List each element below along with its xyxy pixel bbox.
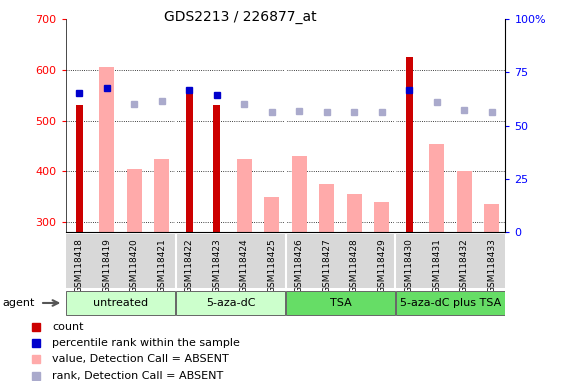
- FancyBboxPatch shape: [66, 291, 175, 315]
- Text: agent: agent: [3, 298, 35, 308]
- Text: GSM118420: GSM118420: [130, 238, 139, 293]
- Bar: [99, 68, 114, 232]
- Text: GSM118431: GSM118431: [432, 238, 441, 293]
- Text: GSM118426: GSM118426: [295, 238, 304, 293]
- Text: GSM118421: GSM118421: [158, 238, 166, 293]
- Bar: [319, 184, 334, 232]
- FancyBboxPatch shape: [396, 291, 505, 315]
- Text: GSM118424: GSM118424: [240, 238, 249, 293]
- Bar: [292, 156, 307, 232]
- Bar: [484, 204, 499, 232]
- Text: value, Detection Call = ABSENT: value, Detection Call = ABSENT: [52, 354, 229, 364]
- Text: GSM118418: GSM118418: [75, 238, 84, 293]
- Text: GSM118433: GSM118433: [487, 238, 496, 293]
- Bar: [406, 57, 413, 232]
- Text: GSM118427: GSM118427: [322, 238, 331, 293]
- Bar: [186, 90, 193, 232]
- Bar: [429, 144, 444, 232]
- Bar: [127, 169, 142, 232]
- Text: GSM118422: GSM118422: [185, 238, 194, 293]
- Bar: [374, 202, 389, 232]
- Text: GSM118429: GSM118429: [377, 238, 386, 293]
- FancyBboxPatch shape: [286, 291, 395, 315]
- Text: 5-aza-dC plus TSA: 5-aza-dC plus TSA: [400, 298, 501, 308]
- Bar: [214, 106, 220, 232]
- Text: untreated: untreated: [93, 298, 148, 308]
- Text: GSM118430: GSM118430: [405, 238, 413, 293]
- Text: GSM118432: GSM118432: [460, 238, 469, 293]
- Bar: [347, 194, 362, 232]
- Text: percentile rank within the sample: percentile rank within the sample: [52, 338, 240, 348]
- Bar: [457, 171, 472, 232]
- Bar: [76, 106, 83, 232]
- Text: GSM118423: GSM118423: [212, 238, 222, 293]
- Text: count: count: [52, 322, 84, 332]
- Text: 5-aza-dC: 5-aza-dC: [206, 298, 255, 308]
- Text: rank, Detection Call = ABSENT: rank, Detection Call = ABSENT: [52, 371, 223, 381]
- Text: GSM118428: GSM118428: [349, 238, 359, 293]
- FancyBboxPatch shape: [176, 291, 285, 315]
- Text: TSA: TSA: [329, 298, 351, 308]
- Bar: [264, 197, 279, 232]
- Bar: [237, 159, 252, 232]
- Text: GSM118419: GSM118419: [102, 238, 111, 293]
- Text: GDS2213 / 226877_at: GDS2213 / 226877_at: [163, 10, 316, 23]
- Text: GSM118425: GSM118425: [267, 238, 276, 293]
- Bar: [154, 159, 170, 232]
